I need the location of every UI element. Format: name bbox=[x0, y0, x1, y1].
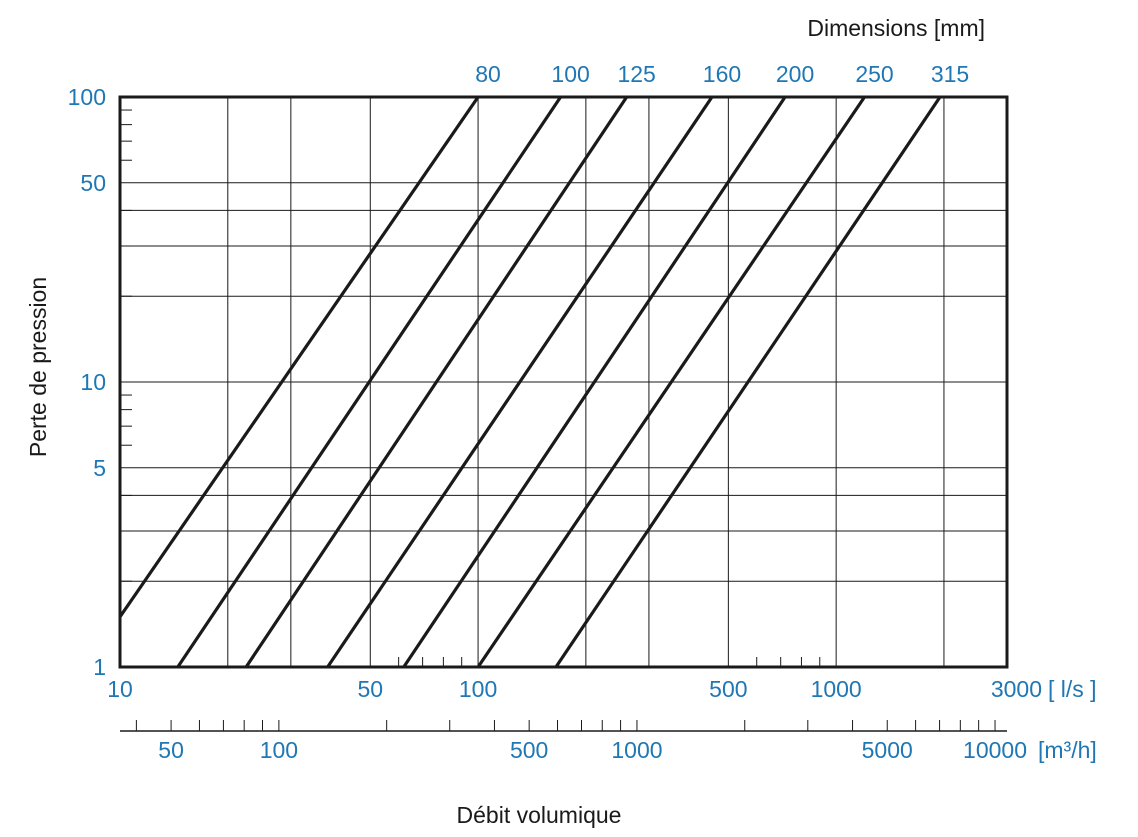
y-axis-label: Perte de pression bbox=[25, 277, 51, 457]
minor-ticks bbox=[120, 109, 996, 731]
series-label-200: 200 bbox=[776, 61, 814, 87]
secondary-x-tick-label: 100 bbox=[260, 737, 298, 763]
series-label-315: 315 bbox=[931, 61, 969, 87]
series-label-80: 80 bbox=[475, 61, 501, 87]
series-line-160 bbox=[326, 96, 714, 668]
secondary-x-tick-label: 10000 bbox=[963, 737, 1027, 763]
secondary-x-tick-label: 1000 bbox=[611, 737, 662, 763]
x-tick-label: 100 bbox=[459, 676, 497, 702]
series-layer bbox=[118, 96, 942, 668]
series-label-250: 250 bbox=[855, 61, 893, 87]
plot-frame bbox=[118, 95, 1009, 669]
secondary-x-tick-label: 50 bbox=[158, 737, 184, 763]
series-line-200 bbox=[402, 96, 787, 668]
label-layer: 80 100 125 160 200 250 315 1 5 10 50 100 10 50 100 500 1… bbox=[68, 61, 1042, 763]
series-line-80 bbox=[118, 96, 480, 618]
secondary-x-unit-label: [m³/h] bbox=[1038, 737, 1097, 763]
series-line-315 bbox=[554, 96, 942, 668]
series-line-250 bbox=[476, 96, 866, 668]
x-tick-label: 10 bbox=[107, 676, 133, 702]
x-tick-label: 3000 bbox=[991, 676, 1042, 702]
series-label-125: 125 bbox=[617, 61, 655, 87]
series-label-160: 160 bbox=[703, 61, 741, 87]
y-tick-label: 50 bbox=[80, 170, 106, 196]
x-tick-label: 50 bbox=[357, 676, 383, 702]
series-axis-title: Dimensions [mm] bbox=[807, 15, 985, 41]
x-tick-label: 500 bbox=[709, 676, 747, 702]
y-tick-label: 1 bbox=[93, 654, 106, 680]
y-tick-label: 5 bbox=[93, 455, 106, 481]
grid-layer bbox=[120, 97, 1007, 667]
series-label-100: 100 bbox=[551, 61, 589, 87]
secondary-x-tick-label: 500 bbox=[510, 737, 548, 763]
series-line-100 bbox=[176, 96, 562, 668]
x-axis-label: Débit volumique bbox=[457, 802, 622, 828]
series-line-125 bbox=[244, 96, 628, 668]
x-unit-label: [ l/s ] bbox=[1048, 676, 1097, 702]
x-tick-label: 1000 bbox=[811, 676, 862, 702]
secondary-x-tick-label: 5000 bbox=[862, 737, 913, 763]
y-tick-label: 100 bbox=[68, 84, 106, 110]
y-tick-label: 10 bbox=[80, 369, 106, 395]
